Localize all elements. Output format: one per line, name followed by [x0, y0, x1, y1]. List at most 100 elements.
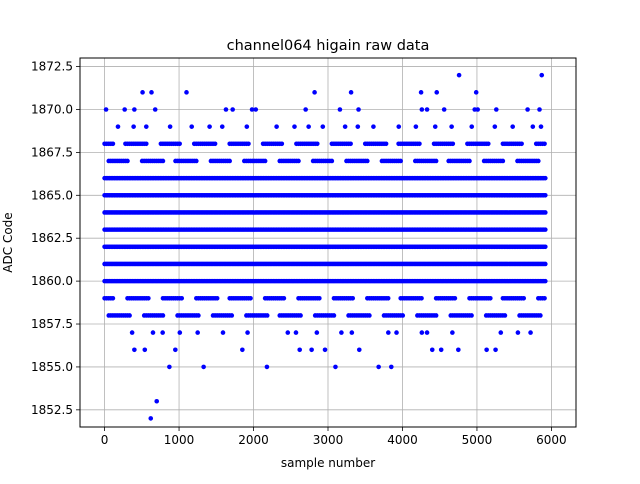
data-point	[538, 313, 543, 318]
y-tick-label: 1872.5	[31, 60, 73, 74]
data-point	[386, 330, 391, 335]
data-point	[146, 295, 151, 301]
data-point	[127, 313, 132, 318]
data-point	[417, 141, 422, 147]
y-tick-label: 1867.5	[31, 145, 73, 159]
data-point	[492, 124, 498, 129]
data-point	[142, 347, 148, 353]
data-point	[177, 141, 182, 147]
data-point	[413, 124, 419, 129]
data-point	[132, 347, 137, 353]
data-point	[485, 141, 491, 147]
data-point	[125, 158, 130, 164]
data-point	[519, 141, 524, 147]
data-point	[500, 158, 506, 164]
data-point	[424, 330, 430, 335]
data-point	[543, 227, 548, 232]
data-point	[212, 141, 218, 147]
data-point	[229, 313, 235, 318]
y-tick-label: 1862.5	[31, 231, 73, 245]
data-point	[296, 158, 301, 164]
data-point	[339, 330, 344, 335]
data-point	[306, 124, 311, 129]
data-point	[303, 107, 308, 112]
data-point	[110, 141, 116, 147]
x-tick-label: 0	[101, 433, 109, 447]
data-point	[484, 347, 489, 353]
data-point	[389, 364, 394, 370]
data-point	[536, 158, 541, 164]
data-point	[543, 193, 548, 198]
data-point	[394, 330, 399, 335]
data-point	[502, 313, 508, 318]
data-point	[297, 347, 303, 353]
data-point	[194, 158, 199, 164]
data-point	[433, 158, 439, 164]
data-point	[356, 347, 362, 353]
data-point	[429, 347, 435, 353]
data-point	[376, 364, 381, 370]
data-point	[214, 295, 220, 301]
data-point	[543, 210, 548, 215]
data-point	[383, 141, 389, 147]
data-point	[543, 278, 548, 284]
data-point	[293, 330, 299, 335]
data-point	[515, 330, 521, 335]
data-point	[207, 124, 212, 129]
data-point	[292, 124, 297, 129]
data-point	[456, 347, 461, 353]
data-point	[450, 330, 455, 335]
data-point	[160, 313, 166, 318]
data-point	[264, 313, 270, 318]
data-point	[355, 124, 361, 129]
data-point	[542, 295, 547, 301]
data-point	[449, 124, 454, 129]
data-point	[371, 124, 376, 129]
data-point	[469, 313, 474, 318]
x-axis-label: sample number	[281, 456, 375, 470]
data-point	[438, 347, 444, 353]
data-point	[262, 158, 268, 164]
data-point	[450, 141, 456, 147]
data-point	[249, 107, 255, 112]
data-point	[103, 107, 109, 112]
data-point	[333, 364, 338, 370]
data-point	[320, 124, 326, 129]
data-point	[510, 124, 515, 129]
data-point	[309, 347, 314, 353]
data-point	[230, 107, 235, 112]
data-point	[189, 124, 195, 129]
data-point	[337, 107, 343, 112]
data-point	[537, 107, 542, 112]
data-point	[331, 313, 337, 318]
data-point	[543, 261, 548, 267]
data-point	[298, 313, 303, 318]
data-point	[452, 295, 458, 301]
data-point	[143, 141, 149, 147]
data-point	[312, 90, 317, 95]
data-point	[367, 313, 372, 318]
data-point	[396, 124, 402, 129]
y-tick-label: 1860.0	[31, 274, 73, 288]
y-axis-label: ADC Code	[1, 212, 15, 272]
data-point	[419, 295, 424, 301]
chart-title: channel064 higain raw data	[227, 38, 430, 54]
data-point	[160, 330, 165, 335]
data-point	[173, 347, 178, 353]
data-point	[349, 330, 355, 335]
data-point	[201, 364, 206, 370]
data-point	[314, 330, 320, 335]
data-point	[220, 330, 226, 335]
y-tick-label: 1857.5	[31, 317, 73, 331]
data-point	[542, 141, 547, 147]
data-point	[317, 295, 322, 301]
data-point	[539, 72, 545, 78]
data-point	[177, 330, 183, 335]
data-point	[152, 107, 158, 112]
x-tick-label: 4000	[387, 433, 418, 447]
data-point	[167, 124, 173, 129]
data-point	[488, 295, 493, 301]
data-point	[196, 313, 201, 318]
